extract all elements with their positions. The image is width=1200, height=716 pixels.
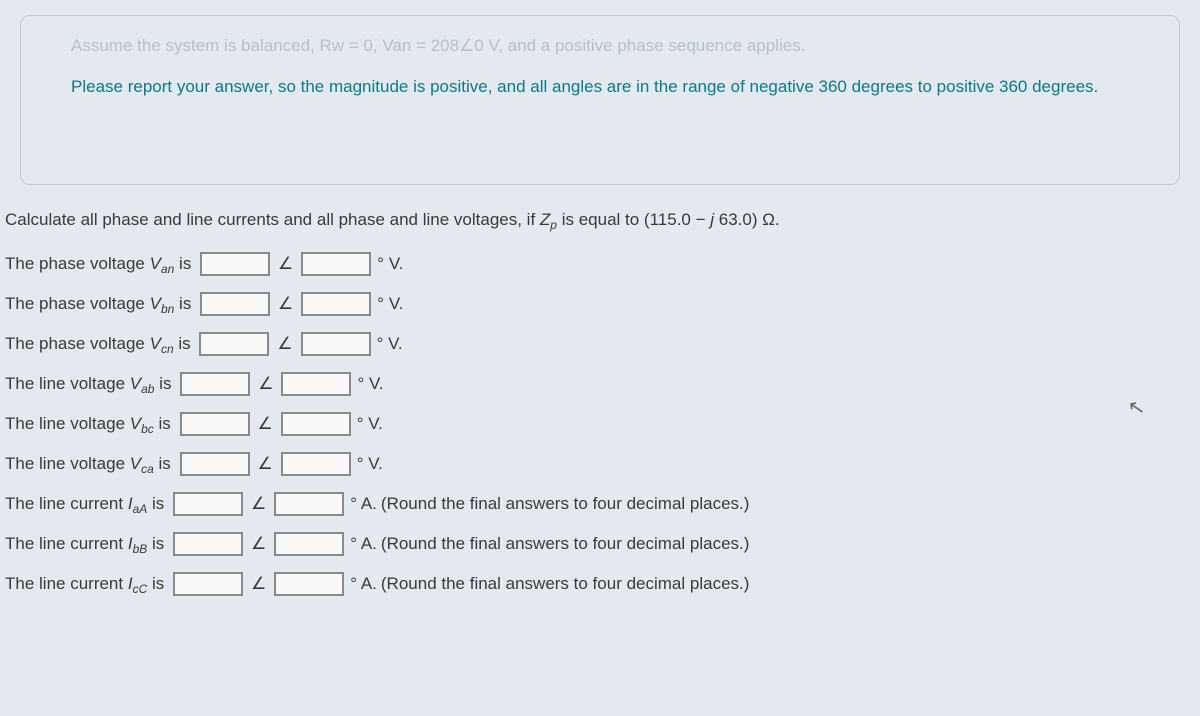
angle-symbol: ∠ — [278, 254, 293, 274]
answer-row: The phase voltage Vcn is ∠ ° V. — [5, 332, 1160, 356]
faded-context-line: Assume the system is balanced, Rw = 0, V… — [71, 36, 1129, 56]
unit-label: ° V. — [357, 374, 383, 394]
unit-label: ° V. — [377, 294, 403, 314]
answer-row: The phase voltage Vbn is ∠ ° V. — [5, 292, 1160, 316]
angle-symbol: ∠ — [278, 294, 293, 314]
angle-input[interactable] — [274, 572, 344, 596]
row-label: The phase voltage Vcn is — [5, 334, 195, 354]
magnitude-input[interactable] — [173, 572, 243, 596]
angle-input[interactable] — [281, 452, 351, 476]
unit-label: ° V. — [357, 454, 383, 474]
unit-label: ° V. — [377, 334, 403, 354]
angle-symbol: ∠ — [251, 574, 266, 594]
magnitude-input[interactable] — [173, 492, 243, 516]
angle-symbol: ∠ — [251, 494, 266, 514]
angle-symbol: ∠ — [251, 534, 266, 554]
magnitude-input[interactable] — [173, 532, 243, 556]
answer-row: The line voltage Vbc is ∠ ° V. — [5, 412, 1160, 436]
question-var: Z — [540, 210, 550, 229]
angle-input[interactable] — [281, 372, 351, 396]
answer-row: The line current IbB is ∠ ° A. (Round the… — [5, 532, 1160, 556]
magnitude-input[interactable] — [180, 452, 250, 476]
question-val: 63.0) Ω. — [719, 210, 780, 229]
angle-input[interactable] — [301, 252, 371, 276]
unit-label: ° A. — [350, 534, 377, 554]
row-label: The line voltage Vca is — [5, 454, 176, 474]
rounding-note: (Round the final answers to four decimal… — [381, 534, 750, 554]
angle-input[interactable] — [301, 292, 371, 316]
magnitude-input[interactable] — [199, 332, 269, 356]
question-middle: is equal to (115.0 − — [557, 210, 710, 229]
row-label: The phase voltage Van is — [5, 254, 196, 274]
unit-label: ° A. — [350, 494, 377, 514]
main-content: Calculate all phase and line currents an… — [5, 210, 1160, 612]
question-j: j — [710, 210, 719, 229]
question-text: Calculate all phase and line currents an… — [5, 210, 1160, 230]
row-label: The line voltage Vab is — [5, 374, 176, 394]
unit-label: ° V. — [377, 254, 403, 274]
magnitude-input[interactable] — [180, 412, 250, 436]
row-label: The line voltage Vbc is — [5, 414, 176, 434]
answer-row: The phase voltage Van is ∠ ° V. — [5, 252, 1160, 276]
unit-label: ° V. — [357, 414, 383, 434]
answer-row: The line voltage Vab is ∠ ° V. — [5, 372, 1160, 396]
magnitude-input[interactable] — [200, 252, 270, 276]
answer-row: The line voltage Vca is ∠ ° V. — [5, 452, 1160, 476]
answer-row: The line current IcC is ∠ ° A. (Round the… — [5, 572, 1160, 596]
angle-symbol: ∠ — [258, 374, 273, 394]
row-label: The line current IcC is — [5, 574, 169, 594]
angle-input[interactable] — [301, 332, 371, 356]
row-label: The line current IbB is — [5, 534, 169, 554]
angle-symbol: ∠ — [277, 334, 292, 354]
angle-input[interactable] — [274, 492, 344, 516]
instruction-text: Please report your answer, so the magnit… — [71, 74, 1129, 100]
row-label: The line current IaA is — [5, 494, 169, 514]
magnitude-input[interactable] — [200, 292, 270, 316]
angle-input[interactable] — [274, 532, 344, 556]
instruction-card: Assume the system is balanced, Rw = 0, V… — [20, 15, 1180, 185]
question-prefix: Calculate all phase and line currents an… — [5, 210, 540, 229]
row-label: The phase voltage Vbn is — [5, 294, 196, 314]
angle-symbol: ∠ — [258, 414, 273, 434]
angle-symbol: ∠ — [258, 454, 273, 474]
rounding-note: (Round the final answers to four decimal… — [381, 574, 750, 594]
question-var-sub: p — [550, 218, 557, 232]
magnitude-input[interactable] — [180, 372, 250, 396]
rounding-note: (Round the final answers to four decimal… — [381, 494, 750, 514]
unit-label: ° A. — [350, 574, 377, 594]
answer-row: The line current IaA is ∠ ° A. (Round the… — [5, 492, 1160, 516]
angle-input[interactable] — [281, 412, 351, 436]
